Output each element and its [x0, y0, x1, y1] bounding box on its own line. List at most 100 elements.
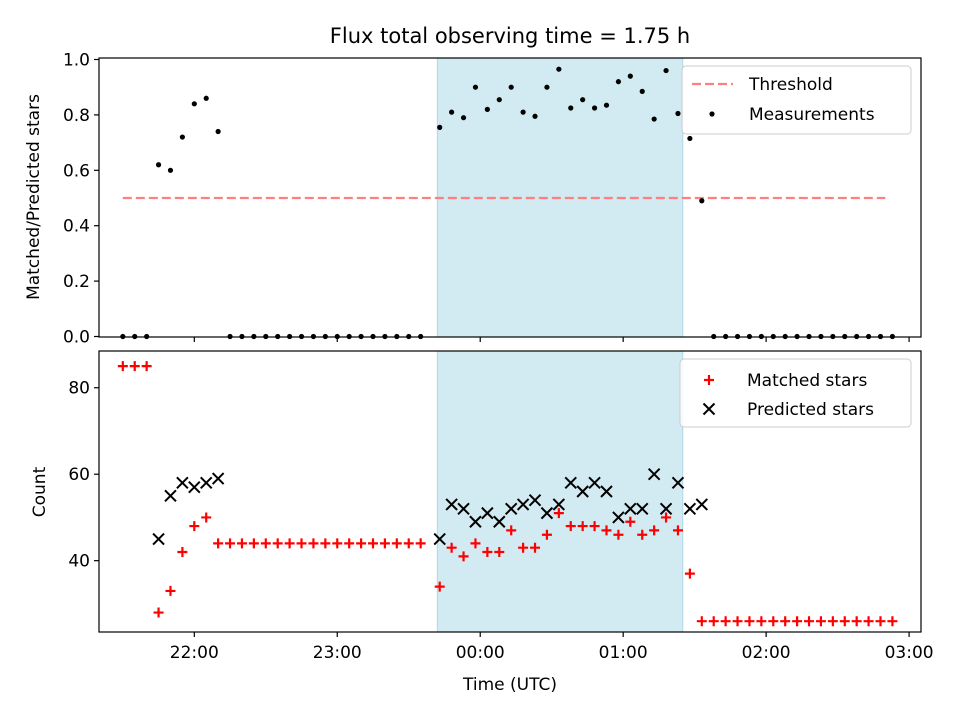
xtick-label: 03:00 — [885, 643, 934, 663]
predicted-star-point — [671, 476, 685, 490]
predicted-star-point — [200, 476, 213, 490]
predicted-star-point — [176, 476, 189, 490]
predicted-star-point — [624, 502, 637, 515]
matched-star-point — [141, 361, 152, 372]
matched-star-point — [792, 616, 803, 627]
chart-title: Flux total observing time = 1.75 h — [330, 24, 690, 48]
predicted-star-point — [504, 502, 518, 515]
measurement-point — [591, 105, 598, 111]
measurement-point — [484, 106, 490, 112]
matched-star-point — [446, 542, 457, 553]
matched-star-point — [165, 585, 176, 596]
xtick-label: 23:00 — [313, 643, 362, 663]
matched-star-point — [553, 508, 564, 519]
matched-star-point — [637, 529, 648, 540]
measurement-point — [663, 67, 669, 74]
predicted-star-point — [188, 480, 201, 494]
bottom-plot-frame — [98, 350, 922, 633]
matched-star-point — [530, 542, 541, 553]
matched-star-point — [684, 568, 695, 579]
measurement-point — [532, 113, 538, 119]
predicted-star-point — [612, 511, 625, 524]
legend-threshold-label: Threshold — [748, 75, 833, 95]
predicted-star-point — [683, 502, 697, 515]
matched-star-point — [434, 581, 445, 592]
bottom-ytick-label: 80 — [68, 379, 90, 399]
predicted-star-point — [457, 502, 470, 515]
measurement-point — [215, 128, 221, 135]
top-plot-frame — [98, 57, 922, 338]
matched-star-point — [482, 547, 493, 558]
matched-star-point — [661, 512, 672, 523]
predicted-star-point — [659, 502, 673, 515]
bottom-ytick-label: 40 — [68, 552, 90, 572]
matched-star-point — [177, 547, 188, 558]
matched-star-point — [308, 538, 319, 549]
xtick-label: 22:00 — [170, 643, 219, 663]
measurement-point — [508, 84, 514, 90]
legend-predicted-label: Predicted stars — [747, 400, 874, 420]
matched-star-point — [875, 616, 886, 627]
matched-star-point — [565, 521, 576, 532]
predicted-star-point — [695, 498, 709, 511]
matched-star-point — [201, 512, 212, 523]
matched-star-point — [506, 525, 517, 536]
measurement-point — [155, 162, 162, 168]
measurement-point — [437, 124, 443, 130]
measurement-point — [556, 66, 562, 72]
matched-star-point — [744, 616, 755, 627]
matched-star-point — [225, 538, 236, 549]
top-ytick-label: 0.6 — [63, 161, 90, 181]
xtick-label: 01:00 — [599, 643, 648, 663]
measurement-point — [496, 97, 502, 103]
matched-star-point — [494, 547, 505, 558]
top-ytick-label: 1.0 — [63, 51, 90, 71]
top-ytick-label: 0.4 — [63, 217, 90, 237]
top-ytick-label: 0.0 — [63, 328, 90, 348]
matched-star-point — [153, 607, 164, 618]
predicted-star-point — [481, 506, 494, 520]
bottom-legend: Matched stars Predicted stars — [679, 358, 912, 428]
xtick-label: 02:00 — [742, 643, 791, 663]
legend-predicted-swatch — [702, 402, 716, 416]
matched-star-point — [863, 616, 874, 627]
measurement-point — [568, 105, 574, 111]
matched-star-point — [248, 538, 259, 549]
xtick-label: 00:00 — [456, 643, 505, 663]
predicted-star-point — [552, 498, 566, 511]
matched-star-point — [213, 538, 224, 549]
legend-measurements-swatch — [709, 111, 715, 117]
measurement-point — [639, 88, 645, 94]
predicted-star-point — [600, 485, 613, 498]
matched-star-point — [368, 538, 378, 549]
x-axis-label: Time (UTC) — [462, 675, 557, 695]
predicted-star-point — [564, 476, 577, 490]
matched-star-point — [284, 538, 295, 549]
predicted-star-point — [636, 502, 649, 515]
predicted-star-point — [540, 506, 554, 520]
predicted-star-point — [433, 532, 446, 546]
legend-box — [681, 65, 912, 135]
measurement-point — [580, 97, 586, 103]
legend-box — [679, 358, 912, 428]
matched-star-point — [696, 616, 707, 627]
matched-star-point — [344, 538, 355, 549]
matched-star-point — [589, 521, 600, 532]
bottom-plot: 40 60 80 22:00 23:00 00:00 01:00 02:00 03:00 Co… — [30, 350, 934, 695]
measurement-point — [544, 84, 550, 90]
bottom-y-axis-label: Count — [30, 466, 50, 517]
matched-star-point — [625, 516, 636, 527]
measurement-point — [627, 73, 633, 79]
matched-star-point — [815, 616, 826, 627]
top-ytick-label: 0.8 — [63, 106, 90, 126]
predicted-star-point — [152, 532, 165, 546]
legend-measurements-label: Measurements — [749, 105, 875, 125]
matched-star-point — [672, 525, 683, 536]
matched-star-point — [403, 538, 414, 549]
measurement-point — [191, 101, 197, 107]
matched-star-point — [458, 551, 469, 562]
measurement-point — [520, 109, 526, 115]
measurement-point — [615, 79, 622, 85]
bottom-observing-window-shade — [436, 350, 684, 633]
predicted-star-point — [647, 468, 661, 481]
